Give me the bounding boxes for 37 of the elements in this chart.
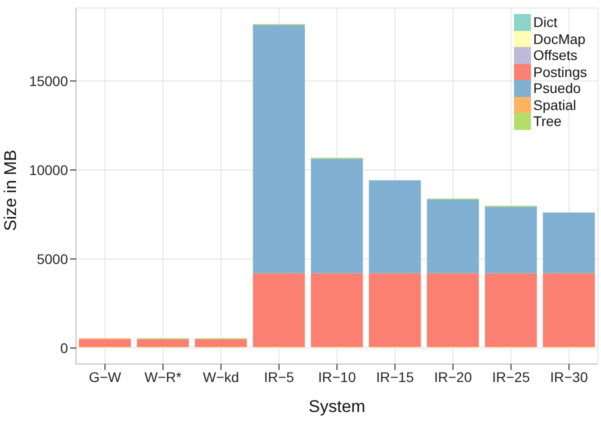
bar bbox=[542, 212, 595, 274]
bar bbox=[426, 199, 479, 274]
bar bbox=[252, 273, 305, 348]
x-tick-label: IR−15 bbox=[376, 368, 414, 385]
y-axis-title: Size in MB bbox=[1, 150, 20, 231]
x-tick-label: G−W bbox=[88, 368, 122, 385]
x-tick-label: W−R* bbox=[144, 368, 182, 385]
x-tick-label: W−kd bbox=[202, 368, 240, 385]
x-axis-title: System bbox=[308, 397, 366, 416]
bar bbox=[194, 339, 247, 348]
x-tick-label: IR−25 bbox=[492, 368, 530, 385]
bar bbox=[368, 273, 421, 348]
y-tick-label: 10000 bbox=[29, 162, 68, 178]
bar bbox=[310, 273, 363, 348]
x-tick-label: IR−30 bbox=[550, 368, 588, 385]
bar bbox=[426, 273, 479, 348]
bar bbox=[484, 206, 537, 274]
bar bbox=[136, 339, 189, 348]
x-tick-label: IR−5 bbox=[264, 368, 294, 385]
bar bbox=[542, 273, 595, 348]
legend-label: Postings bbox=[533, 64, 587, 80]
legend-label: DocMap bbox=[533, 30, 586, 47]
y-tick-label: 15000 bbox=[29, 72, 68, 89]
legend-label: Psuedo bbox=[533, 80, 581, 96]
y-tick-label: 0 bbox=[60, 340, 68, 356]
legend-label: Spatial bbox=[533, 96, 576, 113]
bar bbox=[368, 180, 421, 274]
bar bbox=[310, 158, 363, 274]
bar bbox=[252, 24, 305, 274]
y-tick-label: 5000 bbox=[36, 250, 68, 267]
bar bbox=[78, 339, 131, 348]
legend-label: Dict bbox=[533, 14, 558, 30]
x-tick-label: IR−10 bbox=[318, 368, 356, 385]
x-tick-label: IR−20 bbox=[434, 368, 472, 385]
legend-label: Tree bbox=[533, 113, 562, 130]
bar bbox=[484, 273, 537, 348]
legend-label: Offsets bbox=[533, 47, 578, 64]
